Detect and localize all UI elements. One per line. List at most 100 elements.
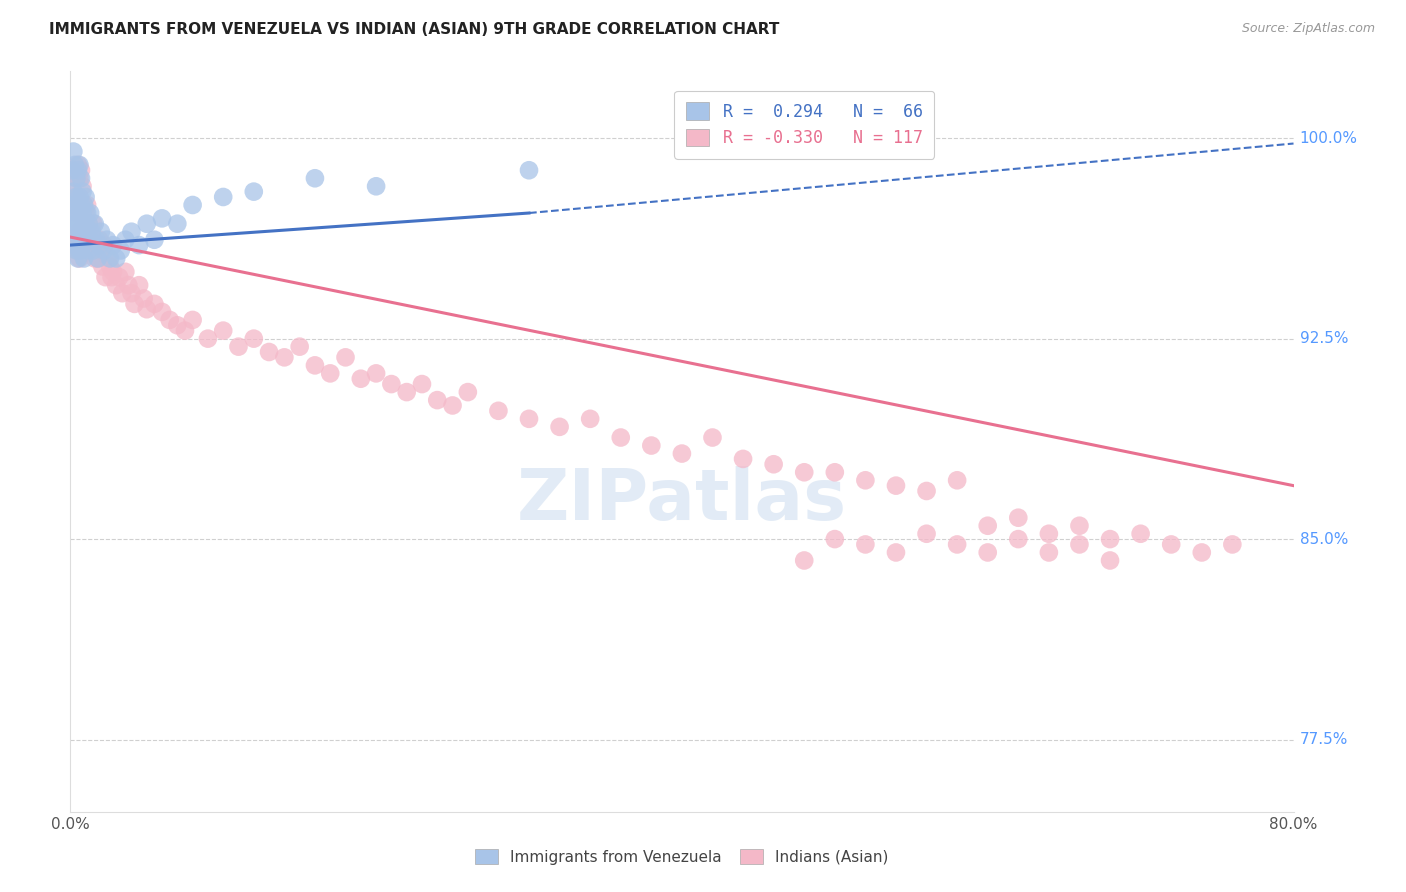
Point	[110, 244, 132, 258]
Point	[65, 206, 87, 220]
Point	[65, 217, 87, 231]
Point	[82, 244, 104, 258]
Point	[1099, 532, 1122, 546]
Point	[824, 465, 846, 479]
Point	[69, 190, 91, 204]
Point	[82, 233, 104, 247]
Point	[62, 145, 84, 159]
Point	[69, 190, 91, 204]
Point	[976, 518, 998, 533]
Point	[100, 270, 122, 285]
Point	[366, 367, 388, 381]
Point	[114, 265, 136, 279]
Point	[89, 233, 111, 247]
Point	[824, 532, 846, 546]
Point	[70, 198, 93, 212]
Point	[60, 206, 83, 220]
Text: ZIPatlas: ZIPatlas	[517, 467, 846, 535]
Text: Source: ZipAtlas.com: Source: ZipAtlas.com	[1241, 22, 1375, 36]
Point	[79, 225, 101, 239]
Point	[132, 292, 155, 306]
Point	[135, 217, 157, 231]
Point	[98, 260, 121, 274]
Point	[63, 190, 86, 204]
Point	[610, 431, 633, 445]
Point	[166, 318, 188, 333]
Point	[76, 206, 98, 220]
Point	[915, 526, 938, 541]
Text: 100.0%: 100.0%	[1299, 131, 1358, 145]
Point	[121, 286, 143, 301]
Point	[1069, 537, 1091, 551]
Point	[380, 377, 402, 392]
Point	[517, 163, 540, 178]
Point	[66, 252, 89, 266]
Point	[1007, 532, 1029, 546]
Point	[105, 278, 128, 293]
Point	[111, 286, 134, 301]
Point	[243, 185, 266, 199]
Point	[70, 244, 93, 258]
Point	[488, 404, 510, 418]
Point	[62, 225, 84, 239]
Point	[101, 238, 124, 252]
Point	[73, 198, 96, 212]
Point	[93, 238, 115, 252]
Point	[87, 252, 110, 266]
Point	[1160, 537, 1182, 551]
Text: 77.5%: 77.5%	[1299, 732, 1348, 747]
Point	[212, 324, 235, 338]
Point	[72, 206, 94, 220]
Point	[66, 233, 89, 247]
Point	[70, 198, 93, 212]
Point	[946, 473, 969, 487]
Point	[76, 198, 98, 212]
Point	[243, 332, 266, 346]
Point	[66, 211, 89, 226]
Point	[73, 252, 96, 266]
Point	[65, 244, 87, 258]
Point	[181, 198, 204, 212]
Point	[143, 233, 166, 247]
Point	[72, 206, 94, 220]
Point	[84, 233, 107, 247]
Point	[855, 473, 877, 487]
Point	[70, 225, 93, 239]
Point	[62, 185, 84, 199]
Point	[197, 332, 219, 346]
Point	[69, 225, 91, 239]
Point	[135, 302, 157, 317]
Point	[63, 158, 86, 172]
Point	[762, 457, 785, 471]
Point	[457, 385, 479, 400]
Point	[72, 244, 94, 258]
Point	[83, 252, 105, 266]
Point	[1129, 526, 1152, 541]
Point	[96, 233, 118, 247]
Point	[101, 265, 124, 279]
Point	[63, 211, 86, 226]
Point	[87, 252, 110, 266]
Point	[946, 537, 969, 551]
Point	[350, 372, 373, 386]
Point	[212, 190, 235, 204]
Point	[69, 233, 91, 247]
Point	[69, 171, 91, 186]
Point	[83, 217, 105, 231]
Point	[79, 206, 101, 220]
Point	[98, 252, 121, 266]
Point	[91, 260, 114, 274]
Point	[273, 351, 295, 365]
Point	[69, 252, 91, 266]
Point	[89, 238, 111, 252]
Point	[517, 412, 540, 426]
Point	[411, 377, 433, 392]
Point	[114, 233, 136, 247]
Point	[304, 171, 326, 186]
Point	[793, 465, 815, 479]
Point	[72, 179, 94, 194]
Text: 85.0%: 85.0%	[1299, 532, 1348, 547]
Point	[90, 225, 112, 239]
Point	[63, 163, 86, 178]
Point	[69, 244, 91, 258]
